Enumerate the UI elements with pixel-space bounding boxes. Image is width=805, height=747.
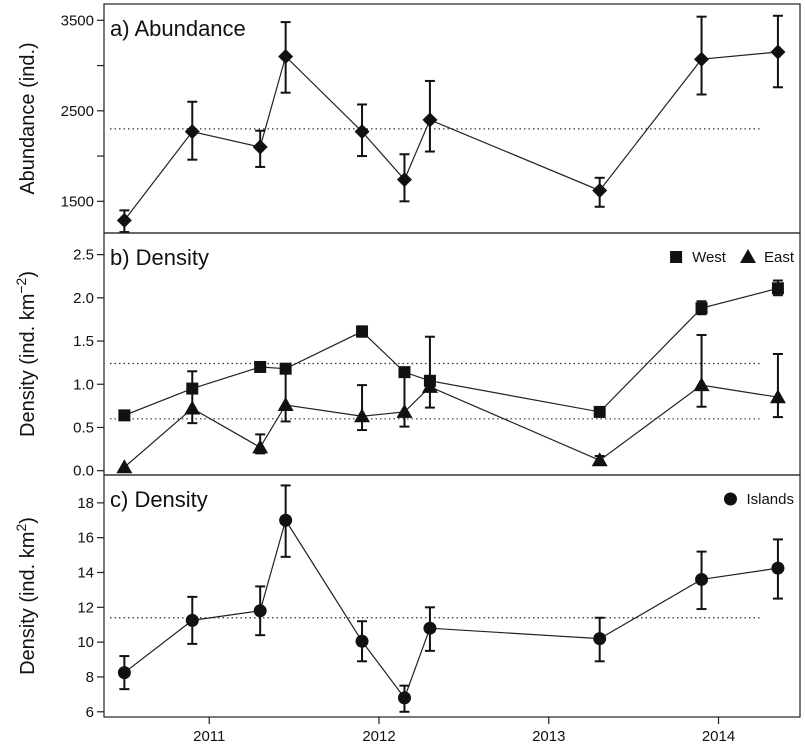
panel-2-east-line — [123, 384, 779, 468]
panel-1-y-axis-label: Abundance (ind.) — [17, 42, 39, 194]
panel-3-ytick-label: 14 — [77, 564, 94, 581]
panel-3-islands-point — [185, 613, 199, 627]
panel-2-east-point — [591, 452, 608, 467]
panel-1-series1-point — [592, 182, 608, 198]
panel-2-east-point — [354, 408, 371, 423]
panel-2-west-point — [356, 325, 369, 338]
x-axis-tick-label: 2014 — [702, 728, 735, 745]
panel-2-east-point — [277, 396, 294, 411]
panel-3-title: c) Density — [110, 487, 208, 512]
panel-2-west-point — [695, 302, 708, 315]
panel-3-islands-point — [593, 632, 607, 646]
legend-marker-islands — [723, 492, 737, 506]
panel-1-series1-point — [422, 112, 438, 128]
panel-1-series1-line — [123, 51, 778, 221]
panel-1-ytick-label: 2500 — [61, 103, 94, 120]
panel-3-islands-point — [423, 621, 437, 635]
panel-3-islands-point — [279, 513, 293, 527]
panel-2-west-line — [124, 287, 779, 416]
panel-2-west-point — [118, 409, 131, 422]
legend-label-east: East — [764, 249, 795, 266]
panel-2-ytick-label: 0.5 — [73, 419, 94, 436]
panel-1-series1-point — [184, 124, 200, 140]
panel-3-ytick-label: 6 — [86, 704, 94, 721]
panel-2-east-point — [693, 377, 710, 392]
panel-2-east-point — [769, 389, 786, 404]
legend-marker-east — [739, 249, 756, 263]
panel-1-ytick-label: 1500 — [61, 193, 94, 210]
panel-3-ytick-label: 12 — [77, 599, 94, 616]
panel-2-west-point — [593, 405, 606, 418]
panel-3-islands-point — [253, 604, 267, 618]
x-axis-tick-label: 2012 — [362, 728, 395, 745]
panel-2-ytick-label: 2.5 — [73, 247, 94, 264]
legend-label-west: West — [692, 249, 727, 266]
panel-1-series1-point — [396, 172, 412, 188]
panel-2-east-point — [116, 459, 133, 474]
panel-2-ytick-label: 0.0 — [73, 463, 94, 480]
panel-2-ytick-label: 1.0 — [73, 376, 94, 393]
panel-3-frame — [103, 474, 801, 718]
panel-1-ytick-label: 3500 — [61, 12, 94, 29]
panel-1-series1-point — [770, 44, 786, 60]
panel-1-series1-point — [354, 124, 370, 140]
panel-3-islands-point — [397, 691, 411, 705]
panel-3-ytick-label: 18 — [77, 495, 94, 512]
panel-3-islands-point — [695, 572, 709, 586]
panel-1-series1-point — [694, 51, 710, 67]
panel-2-west-point — [771, 282, 784, 295]
panel-2-ytick-label: 1.5 — [73, 333, 94, 350]
panel-1-series1-point — [252, 139, 268, 155]
legend-label-islands: Islands — [746, 491, 794, 508]
panel-3-islands-point — [355, 634, 369, 648]
panel-1-series1-point — [116, 212, 132, 228]
panel-3-ytick-label: 16 — [77, 530, 94, 547]
panel-2-y-axis-label: Density (ind. km−2) — [13, 271, 39, 437]
x-axis-tick-label: 2011 — [193, 728, 225, 745]
panel-3-ytick-label: 10 — [77, 634, 94, 651]
panel-3-islands-point — [117, 666, 131, 680]
panel-2-east-point — [252, 439, 269, 454]
panel-2-east-point — [396, 403, 413, 418]
panel-2-east-point — [184, 400, 201, 415]
panel-3-islands-point — [771, 561, 785, 575]
panel-1-series1-point — [278, 48, 294, 64]
panel-2-ytick-label: 2.0 — [73, 290, 94, 307]
panel-3-ytick-label: 8 — [86, 669, 94, 686]
panel-1-title: a) Abundance — [110, 16, 246, 41]
panel-2-title: b) Density — [110, 245, 209, 270]
panel-3-islands-line — [124, 518, 779, 700]
panel-3-y-axis-label: Density (ind. km2) — [13, 517, 39, 675]
panel-2-west-point — [254, 360, 267, 373]
panel-2-east-point — [421, 378, 438, 393]
legend-marker-west — [670, 251, 683, 263]
x-axis-tick-label: 2013 — [532, 728, 565, 745]
